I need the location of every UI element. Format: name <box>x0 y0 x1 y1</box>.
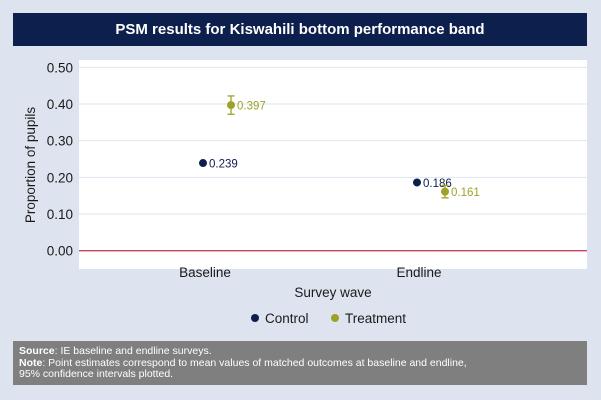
data-label: 0.239 <box>209 159 238 171</box>
y-tick-label: 0.00 <box>47 244 73 259</box>
x-tick-label: Baseline <box>179 265 231 280</box>
legend-marker <box>251 314 259 322</box>
y-tick-labels: 0.00 0.10 0.20 0.30 0.40 0.50 <box>47 60 73 258</box>
source-text: : IE baseline and endline surveys. <box>54 345 212 357</box>
note-text-line-1: : Point estimates correspond to mean val… <box>42 356 467 369</box>
y-tick-label: 0.40 <box>47 97 73 112</box>
data-point <box>199 159 207 168</box>
data-point <box>413 178 421 187</box>
data-label: 0.186 <box>423 178 452 190</box>
source-label: Source <box>19 345 55 357</box>
legend-label: Treatment <box>345 311 406 326</box>
y-tick-label: 0.50 <box>47 60 73 75</box>
source-note: Source: IE baseline and endline surveys.… <box>13 341 587 385</box>
y-axis-label: Proportion of pupils <box>23 107 38 224</box>
x-axis-label: Survey wave <box>294 285 371 300</box>
x-tick-label: Endline <box>396 265 441 280</box>
chart-canvas: 0.00 0.10 0.20 0.30 0.40 0.50 Baseline Endline… <box>23 60 587 326</box>
legend: Control Treatment <box>251 311 406 326</box>
data-label: 0.161 <box>451 187 480 199</box>
note-label: Note <box>19 356 43 369</box>
plot-area <box>79 60 587 269</box>
x-tick-labels: Baseline Endline <box>179 265 441 280</box>
y-tick-label: 0.10 <box>47 207 73 222</box>
grid-lines <box>79 66 587 252</box>
legend-label: Control <box>265 311 309 326</box>
legend-marker <box>331 314 339 322</box>
y-tick-label: 0.30 <box>47 134 73 149</box>
data-marks: 0.239 0.186 0.397 0.161 <box>199 95 480 199</box>
data-label: 0.397 <box>237 101 266 113</box>
y-tick-label: 0.20 <box>47 170 73 185</box>
data-point <box>441 187 449 196</box>
note-text-line-2: 95% confidence intervals plotted. <box>19 368 174 380</box>
data-point <box>227 101 235 110</box>
chart-title: PSM results for Kiswahili bottom perform… <box>13 13 587 46</box>
